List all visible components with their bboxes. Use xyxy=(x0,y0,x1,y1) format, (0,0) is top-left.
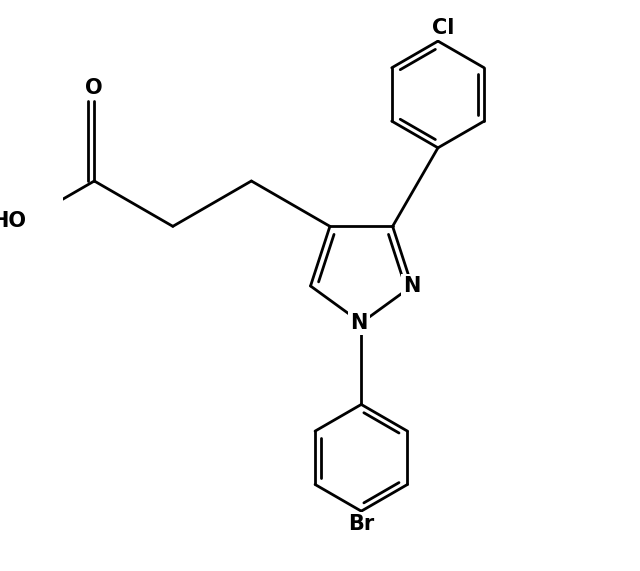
Text: Br: Br xyxy=(348,514,374,534)
Text: N: N xyxy=(403,276,420,296)
Text: N: N xyxy=(351,313,368,333)
Text: O: O xyxy=(86,78,103,98)
Text: HO: HO xyxy=(0,211,26,231)
Text: Cl: Cl xyxy=(432,18,454,38)
